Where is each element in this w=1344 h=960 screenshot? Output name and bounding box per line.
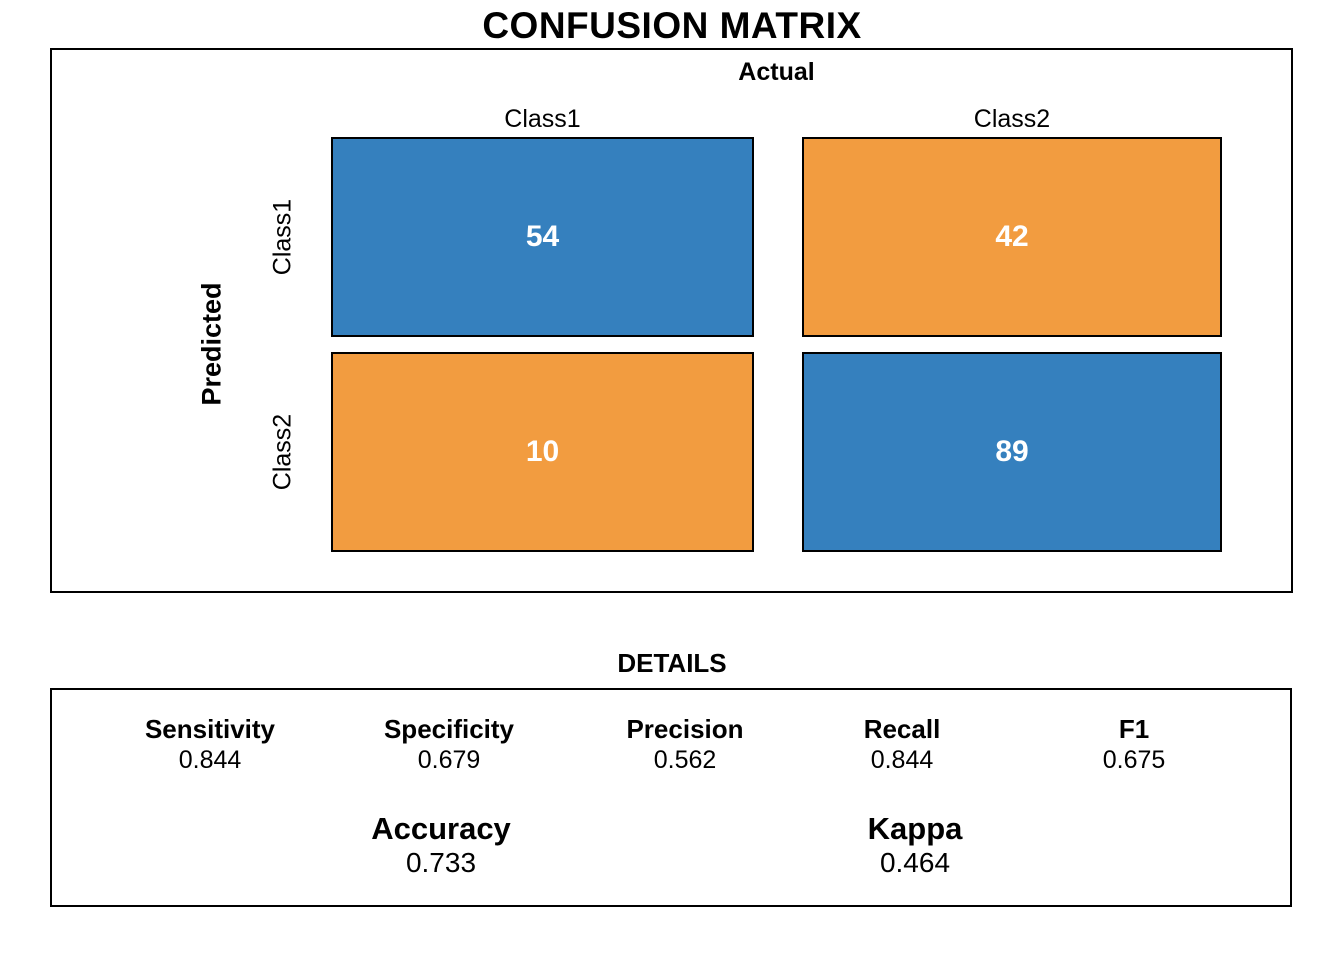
- column-label-class2: Class2: [973, 105, 1051, 133]
- matrix-cell-pred2-actual2: 89: [802, 352, 1222, 552]
- matrix-cell-pred1-actual2: 42: [802, 137, 1222, 337]
- summary-label: Accuracy: [371, 811, 511, 846]
- metric-precision: Precision 0.562: [626, 714, 743, 776]
- figure-title: CONFUSION MATRIX: [482, 5, 862, 46]
- summary-accuracy: Accuracy 0.733: [371, 812, 511, 879]
- details-panel-border: [50, 688, 1292, 907]
- matrix-panel-border: [50, 48, 1293, 593]
- metric-label: Specificity: [383, 714, 515, 744]
- actual-axis-title: Actual: [738, 58, 815, 86]
- summary-value: 0.464: [879, 847, 951, 878]
- metric-value: 0.679: [417, 746, 481, 774]
- metric-value: 0.844: [178, 746, 242, 774]
- metric-sensitivity: Sensitivity 0.844: [145, 714, 275, 776]
- metric-value: 0.562: [653, 746, 717, 774]
- metric-label: Precision: [626, 714, 744, 744]
- metric-specificity: Specificity 0.679: [384, 714, 514, 776]
- row-label-class1: Class1: [268, 198, 297, 276]
- column-label-class1: Class1: [504, 105, 581, 133]
- summary-kappa: Kappa 0.464: [868, 812, 963, 879]
- metric-label: F1: [1118, 714, 1150, 744]
- details-title: DETAILS: [617, 648, 727, 678]
- metric-value: 0.675: [1102, 746, 1166, 774]
- matrix-cell-pred2-actual1: 10: [331, 352, 754, 552]
- summary-label: Kappa: [867, 811, 963, 846]
- metric-label: Recall: [863, 714, 941, 744]
- metric-recall: Recall 0.844: [864, 714, 941, 776]
- matrix-cell-pred1-actual1: 54: [331, 137, 754, 337]
- metric-label: Sensitivity: [144, 714, 276, 744]
- summary-value: 0.733: [405, 847, 477, 878]
- metric-value: 0.844: [870, 746, 934, 774]
- row-label-class2: Class2: [268, 413, 297, 491]
- metric-f1: F1 0.675: [1103, 714, 1166, 776]
- predicted-axis-title: Predicted: [196, 282, 227, 406]
